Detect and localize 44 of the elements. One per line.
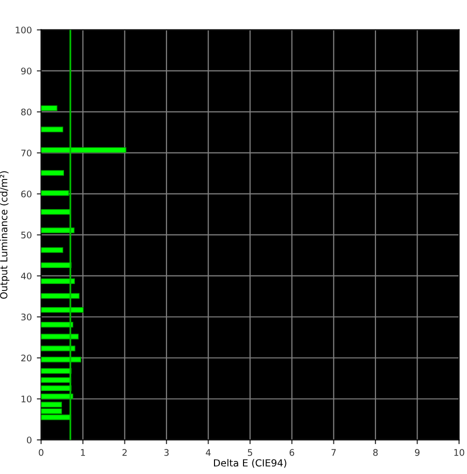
y-tick-label: 40 (21, 272, 32, 280)
y-tick-label: 0 (26, 436, 32, 444)
bar (41, 346, 76, 352)
x-tick-label: 6 (290, 449, 294, 456)
bar (41, 278, 75, 284)
bar (41, 147, 126, 153)
x-tick-label: 5 (248, 449, 252, 456)
bar (41, 356, 82, 362)
y-tick-label: 50 (21, 232, 32, 238)
x-tick-label: 2 (122, 449, 127, 456)
y-tick-label: 80 (21, 108, 32, 116)
x-tick-label: 0 (38, 449, 44, 456)
x-tick-label: 3 (164, 449, 169, 456)
bar (41, 247, 64, 253)
bar (41, 394, 74, 400)
y-axis-title: Output Luminance (cd/m²) (0, 171, 10, 299)
bar (41, 322, 74, 328)
bar (41, 228, 74, 234)
bar (41, 126, 64, 132)
bar (41, 368, 72, 374)
y-tick-label: 30 (21, 314, 32, 320)
bar (41, 385, 72, 392)
y-tick-label: 70 (21, 150, 32, 156)
bar (41, 262, 72, 268)
bar (41, 307, 84, 313)
x-tick-label: 1 (81, 449, 85, 456)
bar (41, 170, 64, 176)
x-tick-label: 8 (373, 449, 378, 456)
bar (41, 293, 80, 299)
bar (41, 334, 79, 340)
y-tick-label: 90 (21, 68, 32, 74)
bar (41, 209, 70, 215)
bar (41, 377, 72, 383)
x-tick-label: 10 (454, 449, 464, 456)
x-tick-label: 7 (332, 449, 336, 456)
y-tick-label: 10 (22, 396, 32, 402)
y-tick-label: 100 (16, 26, 32, 34)
x-tick-label: 4 (206, 449, 211, 456)
x-axis-title: Delta E (CIE94) (214, 459, 286, 468)
bar (41, 105, 58, 111)
y-tick-label: 60 (21, 190, 32, 198)
bar (41, 190, 70, 196)
x-tick-label: 9 (414, 449, 420, 456)
y-tick-label: 20 (21, 354, 32, 362)
